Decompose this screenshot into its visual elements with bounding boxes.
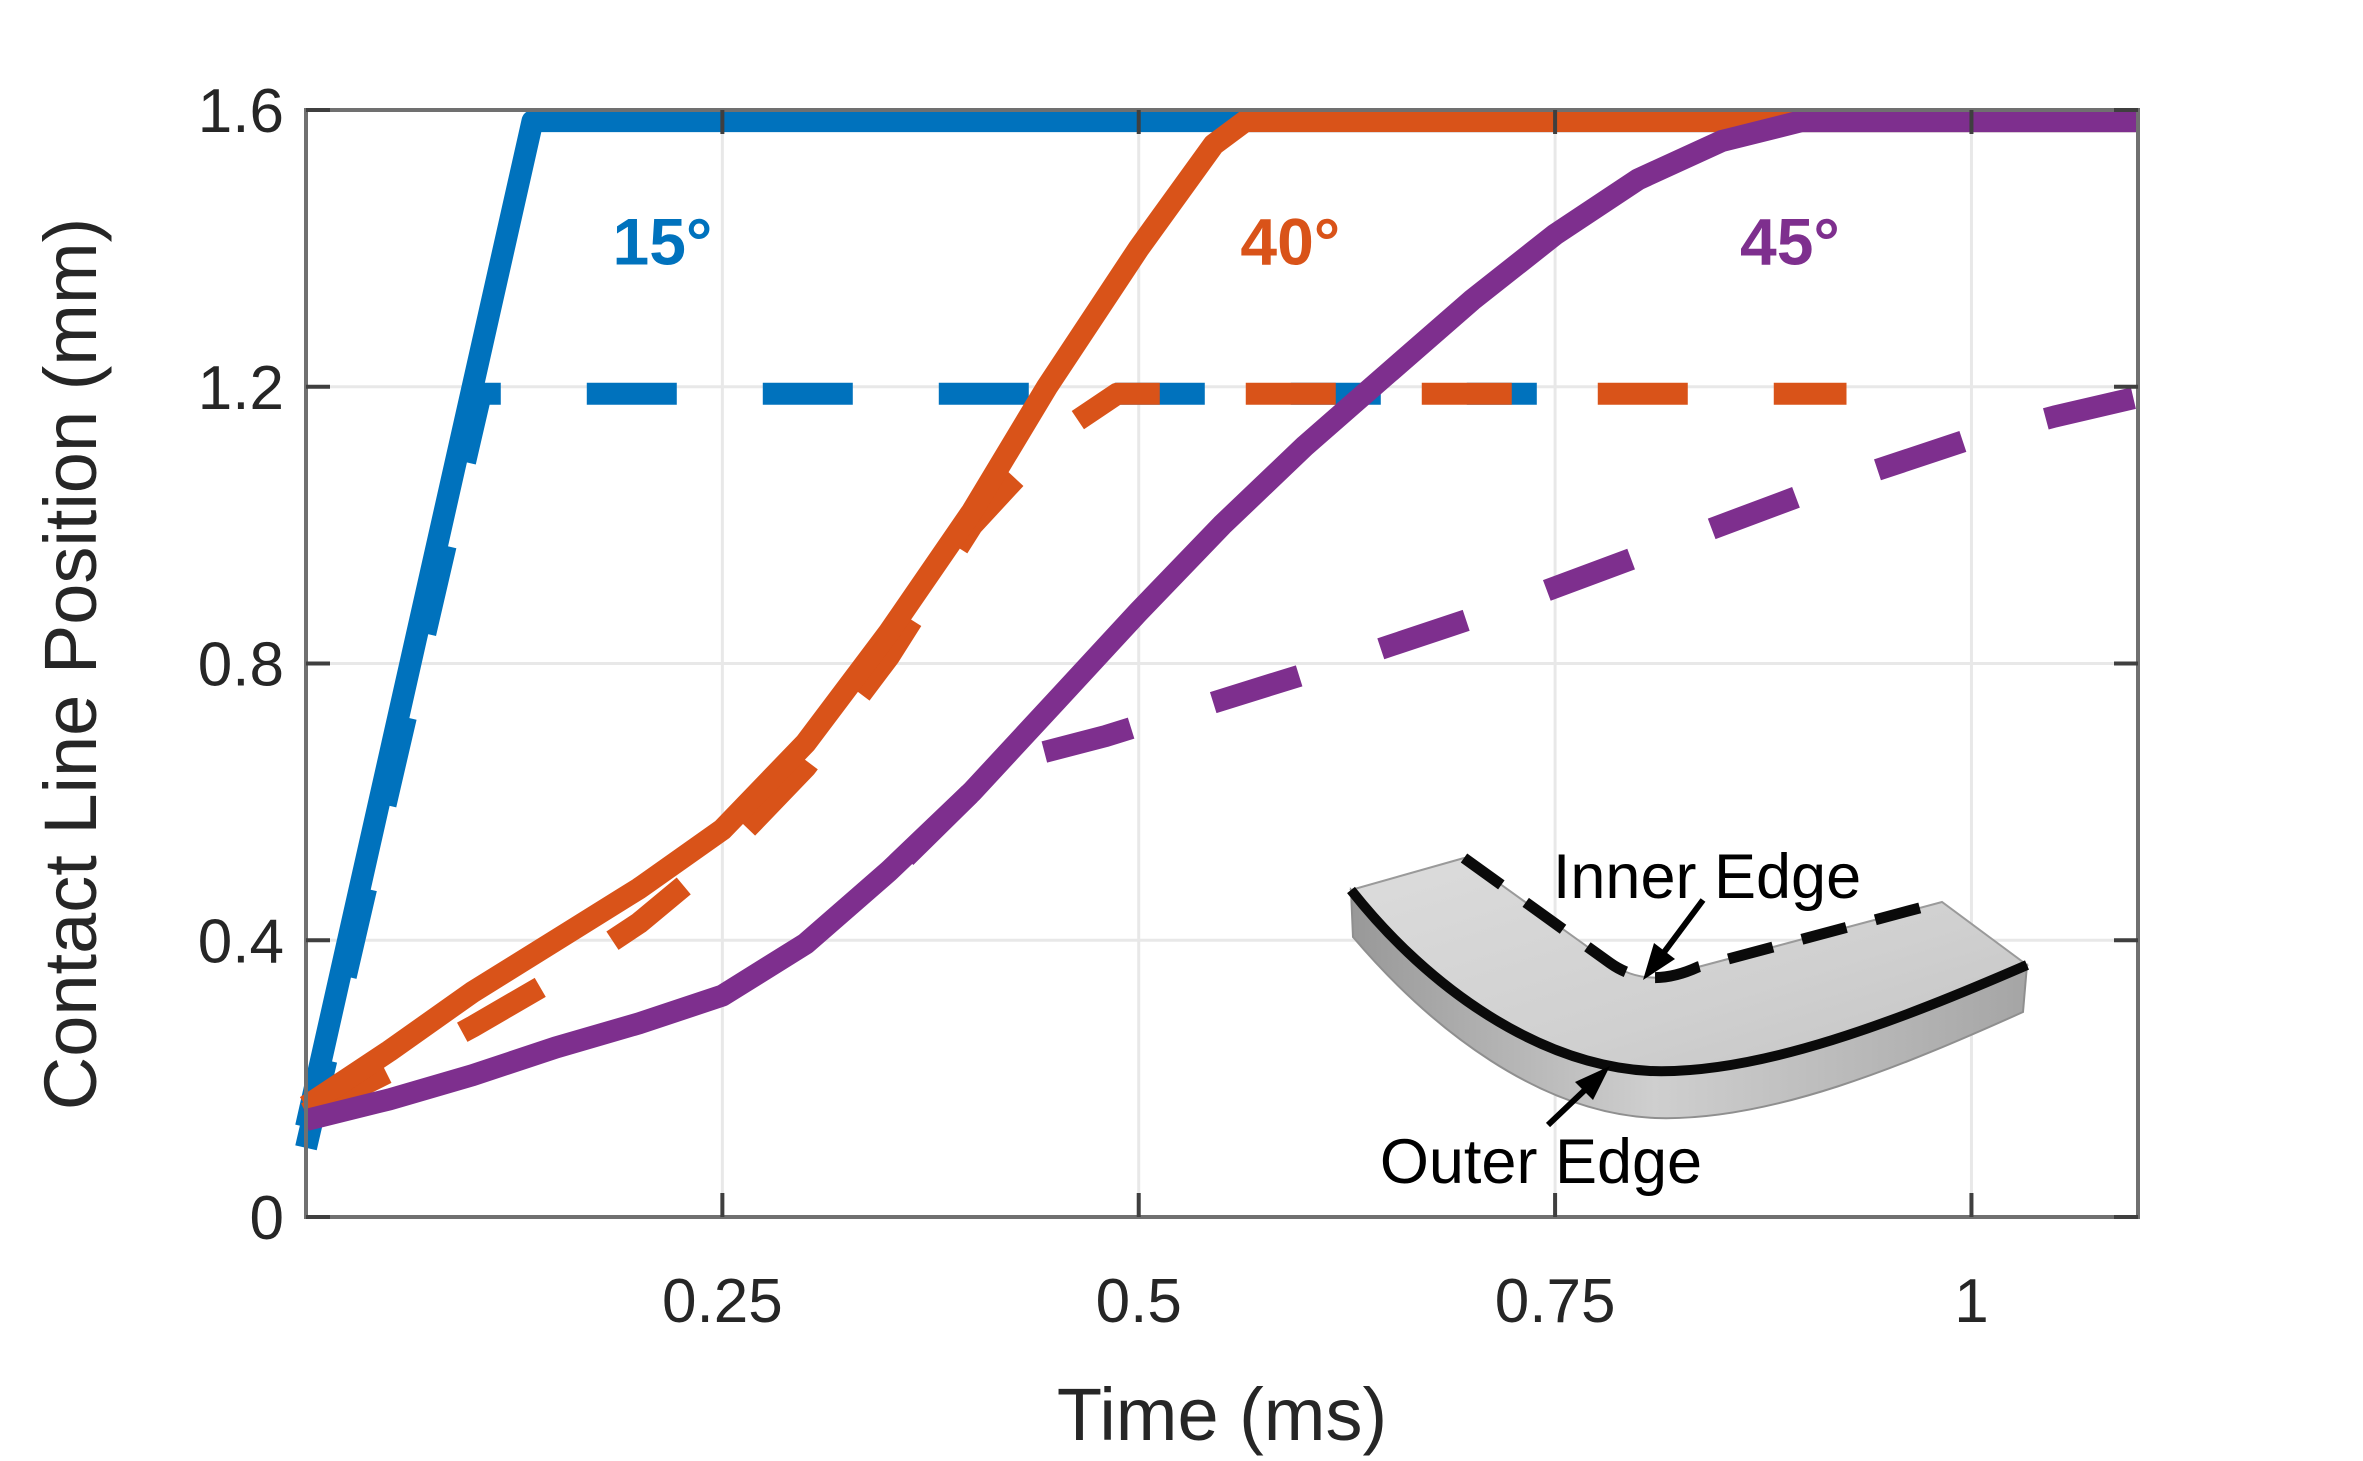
inset-outer-edge-line <box>1347 886 2029 1077</box>
x-axis-label: Time (ms) <box>1057 1373 1387 1456</box>
x-tick-label-0.5: 0.5 <box>1096 1267 1182 1336</box>
y-tick-label-1.6: 1.6 <box>198 77 284 146</box>
x-tick-label-0.75: 0.75 <box>1495 1267 1616 1336</box>
x-tick-label-1: 1 <box>1954 1267 1988 1336</box>
series-45deg-outer-solid <box>303 110 2138 1131</box>
tick-labels: 0.25 0.5 0.75 1 0 0.4 0.8 1.2 1.6 <box>198 77 1989 1336</box>
series-15deg-inner-dashed <box>295 382 1537 1151</box>
curve-annotations: 15° 40° 45° <box>613 204 1840 278</box>
series-40deg-outer-solid <box>299 110 2138 1116</box>
angle-label-40deg: 40° <box>1240 204 1340 278</box>
inset-inner-edge-label: Inner Edge <box>1553 842 1861 912</box>
series-45deg-inner-dashed <box>897 386 2141 866</box>
angle-label-15deg: 15° <box>613 204 713 278</box>
inset-outer-edge-label: Outer Edge <box>1380 1127 1702 1197</box>
y-axis-label: Contact Line Position (mm) <box>29 218 112 1110</box>
series-40deg-inner-dashed <box>301 382 1847 1124</box>
outer-edge-arrow-icon <box>1545 1066 1610 1128</box>
inset-diagram: Inner Edge Outer Edge <box>1347 842 2029 1197</box>
y-tick-label-0.4: 0.4 <box>198 907 284 976</box>
axes-frame <box>304 108 2140 1219</box>
inner-edge-arrow-icon <box>1643 898 1706 980</box>
angle-label-45deg: 45° <box>1740 204 1840 278</box>
x-tick-label-0.25: 0.25 <box>662 1267 783 1336</box>
y-tick-label-1.2: 1.2 <box>198 354 284 423</box>
y-tick-label-0: 0 <box>250 1184 284 1253</box>
inset-inner-edge-line <box>1460 853 1944 983</box>
y-tick-label-0.8: 0.8 <box>198 631 284 700</box>
data-series <box>295 110 2141 1151</box>
